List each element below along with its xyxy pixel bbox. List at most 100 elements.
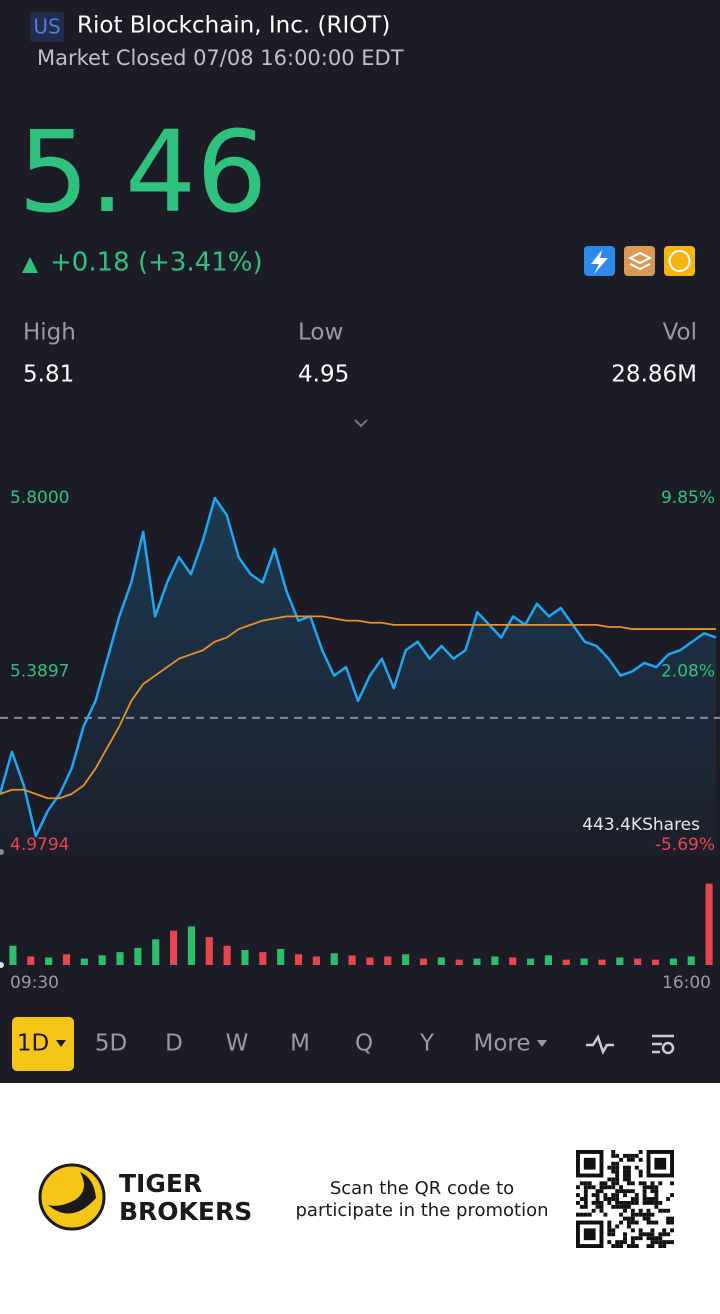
qr-module <box>607 1228 612 1233</box>
qr-module <box>670 1240 674 1245</box>
qr-module <box>634 1197 639 1201</box>
timeframe-tab[interactable]: 1D <box>17 1031 49 1057</box>
volume-bar <box>491 956 499 965</box>
qr-module <box>583 1204 588 1209</box>
timeframe-tab[interactable]: M <box>290 1031 310 1057</box>
qr-module <box>603 1181 608 1186</box>
qr-module <box>642 1232 647 1237</box>
background <box>0 0 720 1083</box>
qr-module <box>630 1220 635 1225</box>
qr-module <box>630 1197 635 1201</box>
qr-module <box>576 1185 580 1190</box>
qr-module <box>650 1240 655 1245</box>
qr-module <box>646 1208 651 1213</box>
qr-module <box>626 1200 631 1205</box>
qr-module <box>626 1173 631 1178</box>
qr-module <box>619 1212 624 1217</box>
qr-module <box>611 1153 616 1158</box>
price-change: +0.18 (+3.41%) <box>50 248 263 278</box>
qr-module <box>662 1228 667 1233</box>
qr-module <box>638 1212 643 1217</box>
qr-module <box>579 1204 584 1209</box>
promo-line: Scan the QR code to <box>330 1178 514 1199</box>
qr-module <box>634 1200 639 1205</box>
tiger-logo-glyph <box>48 1172 96 1214</box>
y-tick-label: 5.3897 <box>10 662 69 682</box>
axis-dot <box>0 849 4 855</box>
qr-module <box>658 1200 663 1205</box>
qr-module <box>642 1197 647 1201</box>
qr-module <box>630 1189 635 1194</box>
timeframe-tab[interactable]: W <box>226 1031 249 1057</box>
icon-layers <box>624 246 655 276</box>
qr-module <box>646 1212 651 1217</box>
qr-module <box>623 1208 627 1213</box>
volume-bar <box>705 883 713 965</box>
qr-module <box>603 1197 608 1201</box>
qr-module <box>583 1212 588 1217</box>
qr-module <box>623 1236 627 1241</box>
volume-bar <box>134 947 142 965</box>
timeframe-tab[interactable]: More <box>473 1031 530 1057</box>
qr-module <box>615 1169 620 1174</box>
qr-module <box>599 1181 604 1186</box>
price-area <box>0 498 716 855</box>
timeframe-tab[interactable]: Q <box>355 1031 373 1057</box>
qr-module <box>654 1220 659 1225</box>
qr-module <box>630 1208 635 1213</box>
qr-module <box>623 1204 627 1209</box>
qr-module <box>638 1150 643 1154</box>
expand-chevron[interactable] <box>354 419 368 428</box>
qr-module <box>595 1200 600 1205</box>
volume-bar <box>312 956 320 965</box>
qr-module <box>626 1189 631 1194</box>
qr-module <box>619 1244 624 1248</box>
y2-tick-label: 9.85% <box>661 488 715 508</box>
qr-module <box>646 1220 651 1225</box>
qr-module <box>650 1220 655 1225</box>
qr-module <box>638 1173 643 1178</box>
timeframe-tab[interactable]: Y <box>419 1031 435 1057</box>
qr-module <box>607 1240 612 1245</box>
volume-bar <box>187 926 195 965</box>
qr-module <box>642 1189 647 1194</box>
qr-module <box>634 1212 639 1217</box>
qr-module <box>611 1165 616 1170</box>
qr-module <box>579 1181 584 1186</box>
qr-module <box>670 1181 674 1186</box>
qr-module <box>615 1240 620 1245</box>
volume-bar <box>651 959 660 965</box>
qr-module <box>599 1204 604 1209</box>
y-tick-label: 4.9794 <box>10 835 69 855</box>
qr-module <box>666 1216 671 1221</box>
qr-module <box>650 1232 655 1237</box>
qr-module <box>626 1157 631 1162</box>
qr-module <box>630 1228 635 1233</box>
qr-module <box>623 1189 627 1194</box>
settings-icon[interactable] <box>652 1034 674 1054</box>
qr-module <box>611 1177 616 1182</box>
qr-module <box>630 1216 635 1221</box>
qr-module <box>646 1232 651 1237</box>
volume-bar <box>419 958 428 965</box>
icon-glyph <box>627 251 653 271</box>
qr-module <box>603 1185 608 1190</box>
qr-module <box>654 1185 659 1190</box>
qr-module <box>642 1200 647 1205</box>
qr-module <box>623 1200 627 1205</box>
timeframe-tab[interactable]: D <box>165 1031 183 1057</box>
qr-module <box>626 1244 631 1248</box>
qr-module <box>591 1200 596 1205</box>
qr-module <box>650 1181 655 1186</box>
qr-module <box>623 1169 627 1174</box>
qr-module <box>579 1212 584 1217</box>
timeframe-tab[interactable]: 5D <box>95 1031 127 1057</box>
indicator-icon[interactable] <box>586 1034 614 1056</box>
qr-module <box>615 1224 620 1229</box>
qr-module <box>654 1193 659 1198</box>
y-tick-label: 5.8000 <box>10 488 69 508</box>
qr-module <box>607 1200 612 1205</box>
qr-module <box>607 1220 612 1225</box>
qr-module <box>615 1189 620 1194</box>
qr-module <box>634 1193 639 1198</box>
